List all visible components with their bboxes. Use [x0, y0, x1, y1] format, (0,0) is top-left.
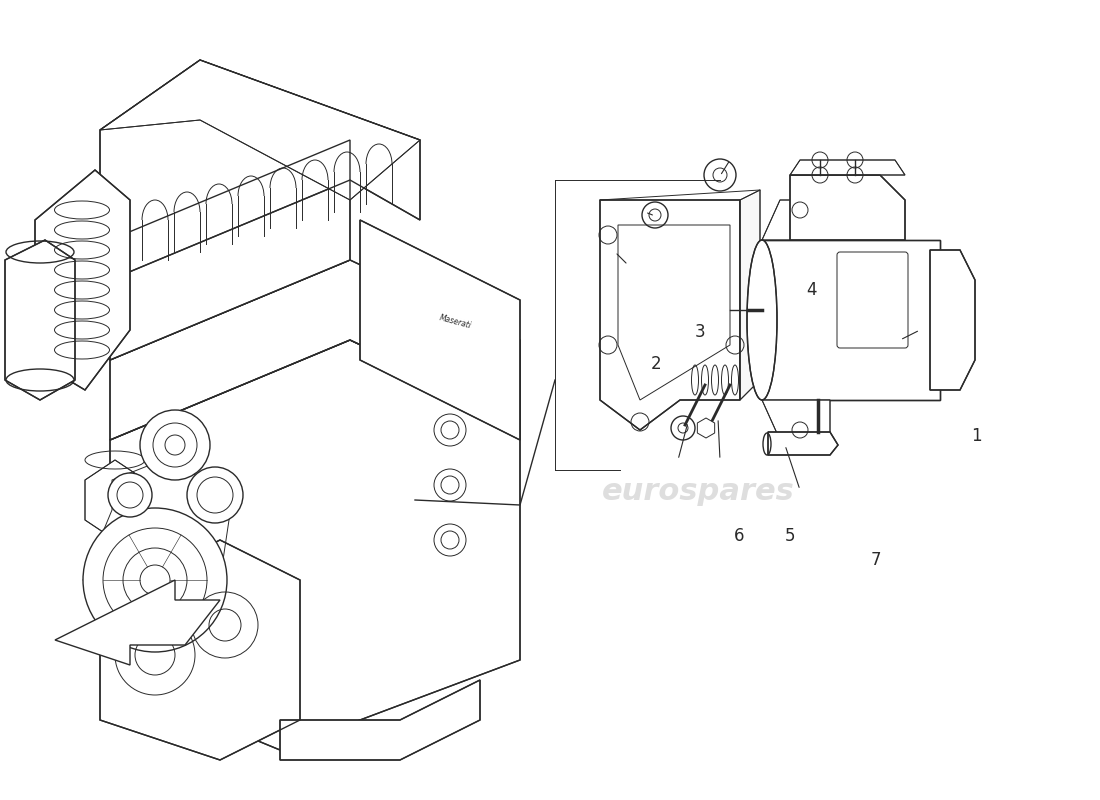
Polygon shape [697, 418, 715, 438]
Polygon shape [762, 200, 830, 240]
Text: 4: 4 [806, 281, 817, 298]
Polygon shape [280, 680, 480, 760]
Polygon shape [110, 140, 350, 360]
Polygon shape [768, 432, 838, 455]
Polygon shape [110, 340, 520, 750]
Circle shape [140, 410, 210, 480]
Text: 5: 5 [784, 527, 795, 545]
Text: 3: 3 [694, 323, 705, 341]
Text: eurospares: eurospares [602, 242, 795, 270]
Text: Maserati: Maserati [438, 314, 472, 330]
Circle shape [82, 508, 227, 652]
Ellipse shape [747, 240, 777, 400]
Polygon shape [930, 250, 975, 390]
Polygon shape [762, 240, 940, 400]
Polygon shape [55, 580, 220, 665]
Polygon shape [6, 240, 75, 400]
Text: eurospares: eurospares [96, 310, 289, 338]
Polygon shape [360, 220, 520, 440]
Text: 2: 2 [650, 355, 661, 373]
Polygon shape [35, 170, 130, 390]
Circle shape [108, 473, 152, 517]
Text: 7: 7 [870, 551, 881, 569]
Polygon shape [790, 160, 905, 175]
Polygon shape [762, 400, 830, 440]
Polygon shape [790, 175, 905, 240]
Polygon shape [110, 260, 520, 440]
Text: eurospares: eurospares [602, 478, 795, 506]
Polygon shape [85, 460, 145, 540]
Polygon shape [100, 60, 420, 280]
Polygon shape [740, 190, 760, 400]
Text: 1: 1 [971, 427, 982, 445]
Polygon shape [100, 540, 300, 760]
Text: eurospares: eurospares [96, 606, 289, 634]
Text: 6: 6 [734, 527, 745, 545]
Polygon shape [600, 200, 740, 430]
Circle shape [187, 467, 243, 523]
Polygon shape [100, 60, 420, 200]
